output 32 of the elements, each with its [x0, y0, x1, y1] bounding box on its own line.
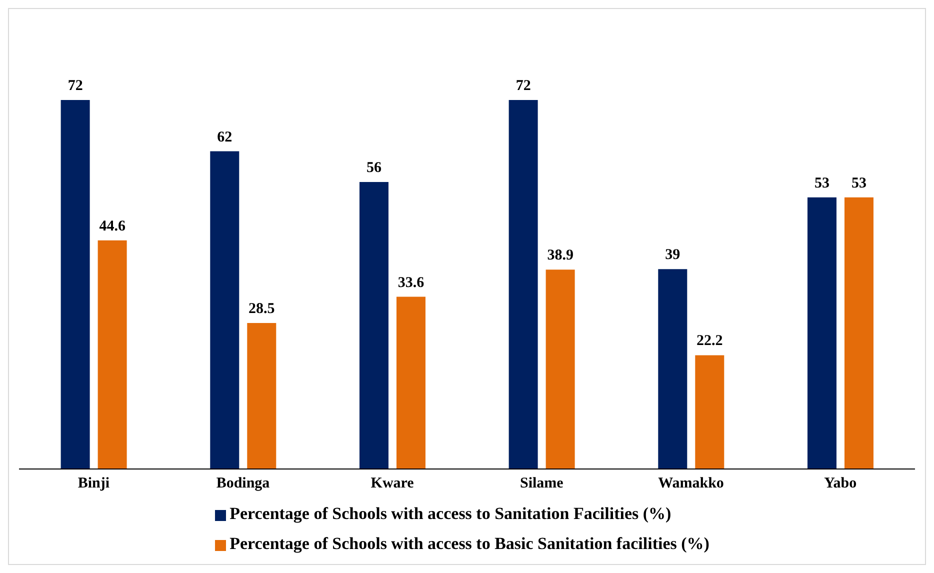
bar	[210, 151, 240, 469]
legend-label: Percentage of Schools with access to Sanitation Facilities (%)	[230, 504, 672, 523]
bar	[546, 270, 575, 469]
data-label: 53	[851, 175, 866, 192]
x-tick-label: Bodinga	[216, 476, 270, 492]
bar	[247, 322, 276, 469]
bar	[396, 296, 426, 469]
legend-label: Percentage of Schools with access to Basic Sanitation facilities (%)	[230, 534, 710, 553]
bar	[98, 240, 127, 469]
x-tick-label: Kware	[370, 476, 414, 492]
bar	[695, 355, 724, 469]
bar	[359, 182, 388, 469]
data-label: 33.6	[398, 274, 425, 291]
data-label: 62	[217, 129, 232, 146]
data-label: 53	[814, 175, 830, 192]
bar	[60, 100, 90, 469]
data-label: 56	[366, 160, 382, 176]
x-tick-label: Binji	[78, 476, 110, 492]
data-label: 28.5	[248, 300, 275, 317]
x-tick-label: Yabo	[824, 476, 857, 492]
bar	[508, 100, 538, 469]
bar	[807, 197, 836, 469]
bar	[844, 197, 874, 469]
data-label: 22.2	[696, 333, 723, 350]
data-label: 38.9	[547, 248, 574, 264]
x-tick-label: Wamakko	[658, 476, 724, 492]
data-label: 72	[68, 78, 83, 94]
data-label: 72	[516, 78, 531, 94]
bar	[658, 269, 688, 469]
x-tick-label: Silame	[520, 476, 564, 492]
data-label: 39	[665, 247, 680, 264]
data-label: 44.6	[99, 218, 126, 234]
